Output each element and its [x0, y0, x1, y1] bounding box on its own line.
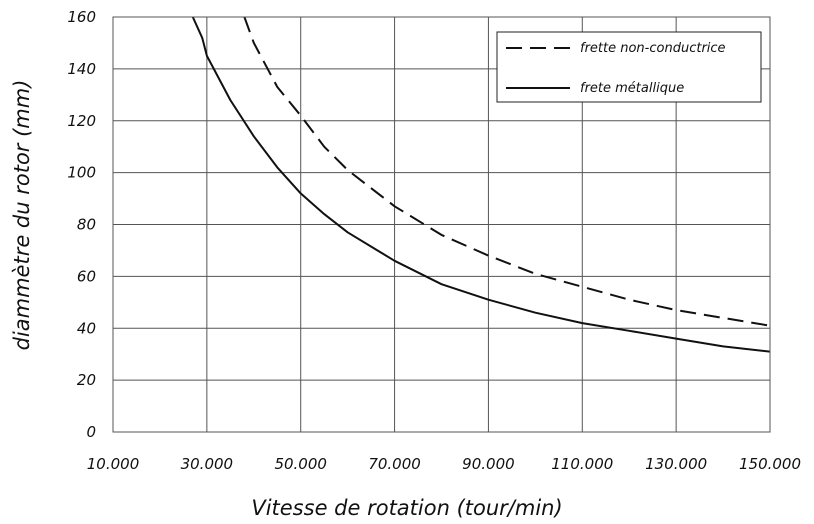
x-tick-label: 50.000 [274, 455, 327, 473]
x-tick-label: 70.000 [368, 455, 421, 473]
series-line-frete-metallique [191, 16, 771, 353]
plot-frame [112, 16, 771, 433]
x-tick-label: 10.000 [87, 455, 140, 473]
y-tick-labels: 0 20 40 60 80 100 120 140 160 [67, 8, 96, 441]
x-axis-title: Vitesse de rotation (tour/min) [251, 496, 562, 520]
y-axis-title: diammètre du rotor (mm) [10, 80, 34, 351]
legend-label-frete-metallique: frete métallique [580, 81, 684, 96]
x-tick-label: 110.000 [551, 455, 613, 473]
legend: frette non-conductrice frete métallique [496, 31, 762, 103]
legend-label-frette-non-conductrice: frette non-conductrice [580, 41, 726, 56]
y-tick-label: 140 [67, 60, 96, 78]
series-layer [191, 16, 771, 353]
x-tick-label: 150.000 [739, 455, 801, 473]
y-tick-label: 120 [67, 112, 96, 130]
y-tick-label: 40 [77, 319, 96, 337]
y-tick-label: 160 [67, 8, 96, 26]
y-tick-label: 100 [67, 164, 96, 182]
y-tick-label: 0 [86, 423, 96, 441]
y-tick-label: 20 [77, 371, 96, 389]
y-tick-label: 60 [77, 267, 96, 285]
series-line-frette-non-conductrice [243, 16, 771, 327]
x-tick-label: 30.000 [181, 455, 234, 473]
legend-box [496, 31, 762, 103]
x-tick-label: 90.000 [462, 455, 515, 473]
y-tick-label: 80 [77, 216, 96, 234]
x-tick-labels: 10.000 30.000 50.000 70.000 90.000 110.000 130… [87, 455, 801, 473]
x-tick-label: 130.000 [645, 455, 707, 473]
